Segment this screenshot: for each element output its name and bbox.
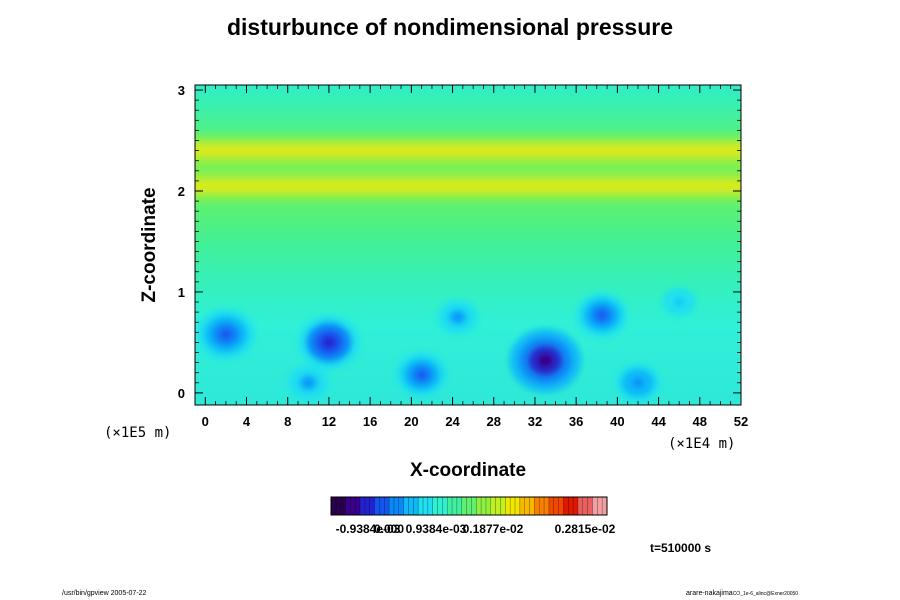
- colorbar-segment: [360, 497, 375, 515]
- y-tick-label: 2: [178, 184, 185, 199]
- x-tick-label: 4: [243, 414, 251, 429]
- x-tick-label: 40: [610, 414, 624, 429]
- x-tick-label: 36: [569, 414, 583, 429]
- x-tick-label: 52: [734, 414, 748, 429]
- pressure-minimum: [595, 309, 609, 321]
- x-tick-label: 28: [487, 414, 501, 429]
- pressure-minimum: [674, 298, 684, 306]
- field-background: [195, 85, 741, 405]
- colorbar-segment: [432, 497, 448, 515]
- pressure-band-core: [195, 144, 741, 157]
- colorbar-tick-label: 0.000: [374, 522, 404, 536]
- pressure-minimum: [321, 335, 337, 350]
- x-tick-label: 48: [693, 414, 707, 429]
- colorbar-segment: [534, 497, 550, 515]
- y-axis-label: Z-coordinate: [139, 187, 160, 303]
- x-tick-label: 12: [322, 414, 336, 429]
- y-tick-label: 3: [178, 83, 185, 98]
- x-axis-multiplier: (×1E4 m): [668, 436, 736, 452]
- colorbar-tick-label: 0.2815e-02: [555, 522, 616, 536]
- x-tick-label: 32: [528, 414, 542, 429]
- colorbar: -0.9384e-030.000 0.9384e-030.1877e-02 0.28…: [330, 496, 616, 536]
- colorbar-segment: [331, 497, 346, 515]
- x-tick-label: 20: [404, 414, 418, 429]
- footer-right-main: arare-nakajima: [686, 590, 733, 597]
- colorbar-segment: [519, 497, 535, 515]
- pressure-minimum: [536, 352, 555, 369]
- pressure-minimum: [452, 312, 463, 322]
- pressure-field: [195, 85, 741, 405]
- y-tick-label: 1: [178, 285, 185, 300]
- colorbar-segment: [403, 497, 419, 515]
- pressure-minimum: [218, 327, 234, 341]
- colorbar-segment: [577, 497, 593, 515]
- y-tick-label: 0: [178, 386, 185, 401]
- x-tick-label: 8: [284, 414, 291, 429]
- colorbar-frame: [330, 496, 608, 516]
- colorbar-tick-label: 0.1877e-02: [463, 522, 524, 536]
- colorbar-tick-label: 0.9384e-03: [406, 522, 467, 536]
- chart-title: disturbunce of nondimensional pressure: [226, 14, 673, 40]
- colorbar-segment: [389, 497, 404, 515]
- pressure-minimum: [632, 377, 644, 388]
- y-axis-multiplier: (×1E5 m): [104, 425, 172, 441]
- footer-right: arare-nakajimaCO_1e-6_alinc@Exner20050: [686, 590, 798, 597]
- plot-frame: [194, 84, 742, 406]
- colorbar-segment: [418, 497, 433, 515]
- pressure-minimum: [303, 378, 314, 388]
- colorbar-segment: [505, 497, 521, 515]
- footer-right-sub: CO_1e-6_alinc@Exner20050: [732, 591, 799, 597]
- x-tick-label: 24: [445, 414, 460, 429]
- colorbar-segment: [548, 497, 564, 515]
- colorbar-tick-label: -0.9384e-03: [336, 522, 401, 536]
- minima-layer: [196, 287, 697, 402]
- colorbar-segment: [592, 497, 608, 515]
- x-tick-label: 0: [202, 414, 209, 429]
- footer-left: /usr/bin/gpview 2005-07-22: [62, 590, 147, 597]
- colorbar-segment: [563, 497, 579, 515]
- colorbar-segment: [447, 497, 463, 515]
- colorbar-segment: [476, 497, 492, 515]
- colorbar-segment: [490, 497, 506, 515]
- colorbar-segment: [345, 497, 361, 515]
- x-tick-label: 44: [651, 414, 666, 429]
- band-layer: [195, 136, 741, 200]
- timestamp-label: t=510000 s: [650, 541, 712, 555]
- colorbar-segment: [374, 497, 390, 515]
- x-tick-label: 16: [363, 414, 377, 429]
- pressure-minimum: [415, 369, 429, 381]
- pressure-band-core: [195, 179, 741, 192]
- x-axis-label: X-coordinate: [409, 460, 527, 481]
- colorbar-segment: [461, 497, 477, 515]
